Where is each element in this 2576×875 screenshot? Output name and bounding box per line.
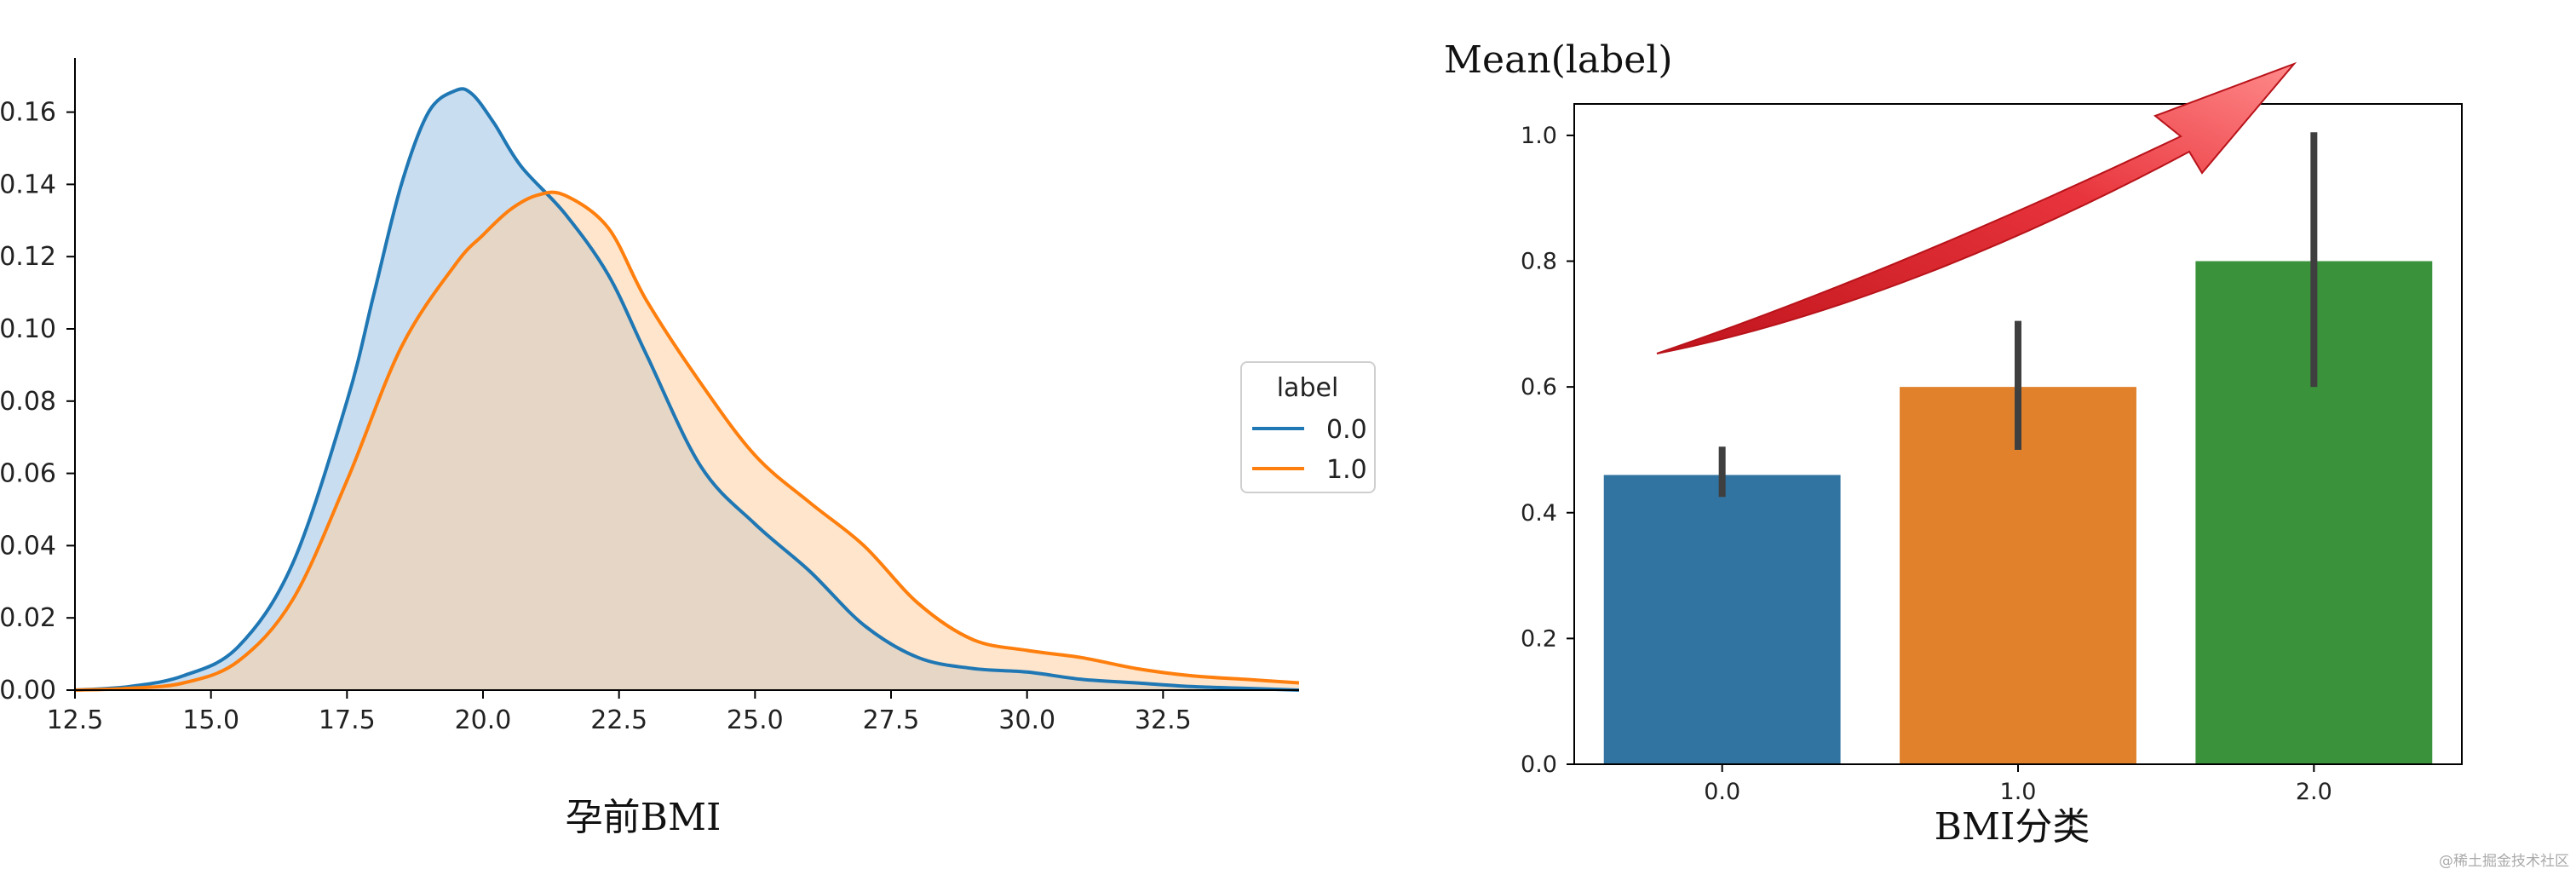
kde-line-0.0: [74, 87, 1300, 692]
kde-x-tick-label: 25.0: [727, 705, 784, 735]
legend-box: [1240, 361, 1376, 493]
bar-y-tick-label: 1.0: [1521, 123, 1557, 149]
bar-x-tick-label: 2.0: [2296, 779, 2332, 805]
kde-y-ticks: 0.00 0.02 0.04 0.06 0.08 0.10 0.12 0.14 0.16: [0, 98, 75, 705]
bar-y-tick-label: 0.4: [1521, 500, 1557, 527]
trend-arrow-icon: [1656, 61, 2297, 354]
kde-y-tick-label: 0.02: [0, 603, 56, 633]
kde-y-tick-label: 0.12: [0, 242, 56, 272]
kde-x-tick-label: 12.5: [47, 705, 104, 735]
legend-entry-1: 1.0: [1326, 455, 1367, 485]
bar-y-tick-label: 0.0: [1521, 751, 1557, 778]
kde-x-tick-label: 30.0: [998, 705, 1055, 735]
bar-y-tick-label: 0.8: [1521, 249, 1557, 275]
watermark: @稀土掘金技术社区: [2439, 853, 2569, 870]
kde-y-tick-label: 0.16: [0, 98, 56, 128]
bar-y-tick-label: 0.6: [1521, 374, 1557, 400]
kde-x-tick-label: 27.5: [863, 705, 920, 735]
kde-x-tick-label: 32.5: [1135, 705, 1192, 735]
bar-y-ticks: 0.0 0.2 0.4 0.6 0.8 1.0: [1521, 123, 1574, 778]
error-bars: [1718, 132, 2318, 498]
kde-x-label: 孕前BMI: [566, 796, 722, 839]
bar-x-tick-label: 1.0: [2000, 779, 2037, 805]
kde-y-tick-label: 0.14: [0, 170, 56, 199]
bar-0.0: [1603, 475, 1841, 764]
kde-lines: [74, 87, 1300, 692]
kde-x-tick-label: 17.5: [319, 705, 376, 735]
kde-y-tick-label: 0.06: [0, 459, 56, 489]
kde-y-tick-label: 0.00: [0, 676, 56, 705]
bar-chart-title: Mean(label): [1444, 38, 1673, 82]
kde-x-tick-label: 22.5: [590, 705, 647, 735]
kde-x-tick-label: 15.0: [182, 705, 239, 735]
bar-x-tick-label: 0.0: [1704, 779, 1740, 805]
bar-x-label: BMI分类: [1935, 805, 2090, 849]
kde-x-tick-label: 20.0: [455, 705, 512, 735]
bar-x-ticks: 0.0 1.0 2.0: [1704, 764, 2332, 805]
kde-x-ticks: 12.5 15.0 17.5 20.0 22.5 25.0 27.5 30.0 32.5: [47, 690, 1192, 735]
kde-line-1.0: [74, 190, 1300, 692]
kde-y-tick-label: 0.08: [0, 387, 56, 417]
kde-legend: label 0.0 1.0: [1240, 361, 1376, 493]
kde-fills: [75, 89, 1299, 691]
legend-entry-0: 0.0: [1326, 415, 1367, 445]
bar-chart: Mean(label) 0.0 0.2 0.4 0.6 0.8 1.0 0.0 1.0 2.0…: [1444, 38, 2463, 849]
kde-chart: 12.5 15.0 17.5 20.0 22.5 25.0 27.5 30.0 32.5 0.0…: [0, 58, 1376, 839]
kde-y-tick-label: 0.04: [0, 531, 56, 561]
legend-title: label: [1277, 373, 1339, 403]
bar-y-tick-label: 0.2: [1521, 625, 1557, 652]
kde-y-tick-label: 0.10: [0, 314, 56, 344]
